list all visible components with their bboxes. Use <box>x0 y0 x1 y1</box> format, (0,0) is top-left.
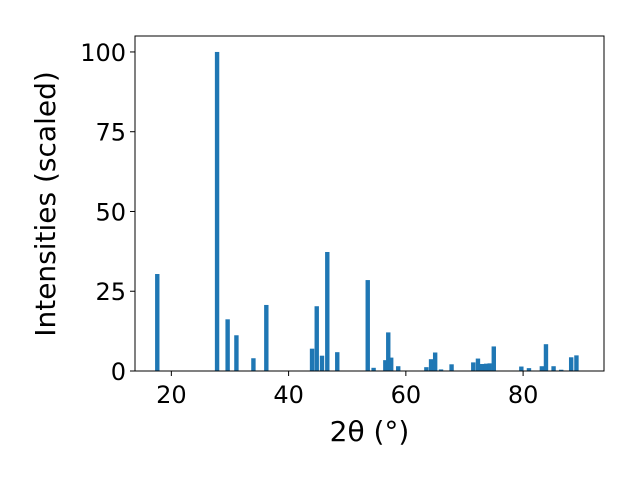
bar <box>371 367 376 371</box>
bar <box>551 366 556 371</box>
bar <box>314 306 319 371</box>
bar <box>539 366 545 371</box>
y-tick-label: 75 <box>95 119 126 147</box>
bar <box>487 363 492 371</box>
bar <box>325 251 330 371</box>
x-tick-label: 80 <box>508 381 539 409</box>
x-tick-label: 40 <box>273 381 304 409</box>
bar <box>475 358 481 371</box>
bar <box>449 364 454 371</box>
bar <box>438 369 444 371</box>
x-tick-label: 60 <box>391 381 422 409</box>
bar <box>424 367 429 371</box>
bar-series <box>155 51 579 371</box>
bar <box>543 344 549 371</box>
bar <box>335 352 340 371</box>
y-tick-label: 100 <box>80 39 126 67</box>
bar <box>396 366 401 371</box>
bar <box>234 335 239 371</box>
bar <box>386 332 391 371</box>
bar <box>225 319 230 371</box>
x-axis: 20 40 60 80 <box>156 371 538 409</box>
bar <box>428 359 434 371</box>
bar <box>568 357 574 371</box>
bar <box>559 369 564 371</box>
x-axis-label: 2θ (°) <box>330 415 410 448</box>
bar <box>491 346 496 371</box>
bar <box>574 355 579 371</box>
bar <box>365 280 370 371</box>
bar <box>388 357 394 371</box>
bar <box>264 304 269 371</box>
plot-frame <box>134 35 605 372</box>
y-axis: 0 25 50 75 100 <box>80 39 135 386</box>
bar <box>383 360 388 371</box>
y-tick-label: 50 <box>95 198 126 226</box>
y-tick-label: 0 <box>111 358 126 386</box>
bar <box>479 363 485 371</box>
bar <box>432 352 438 371</box>
bar <box>155 274 160 371</box>
x-tick-label: 20 <box>156 381 187 409</box>
bar <box>319 355 325 371</box>
bar <box>309 348 315 371</box>
bar <box>214 51 220 371</box>
bar <box>519 366 524 371</box>
bar <box>526 368 532 371</box>
y-tick-label: 25 <box>95 278 126 306</box>
bar <box>251 358 256 371</box>
bar <box>471 362 476 371</box>
bar <box>483 363 489 371</box>
y-axis-label: Intensities (scaled) <box>29 71 62 337</box>
